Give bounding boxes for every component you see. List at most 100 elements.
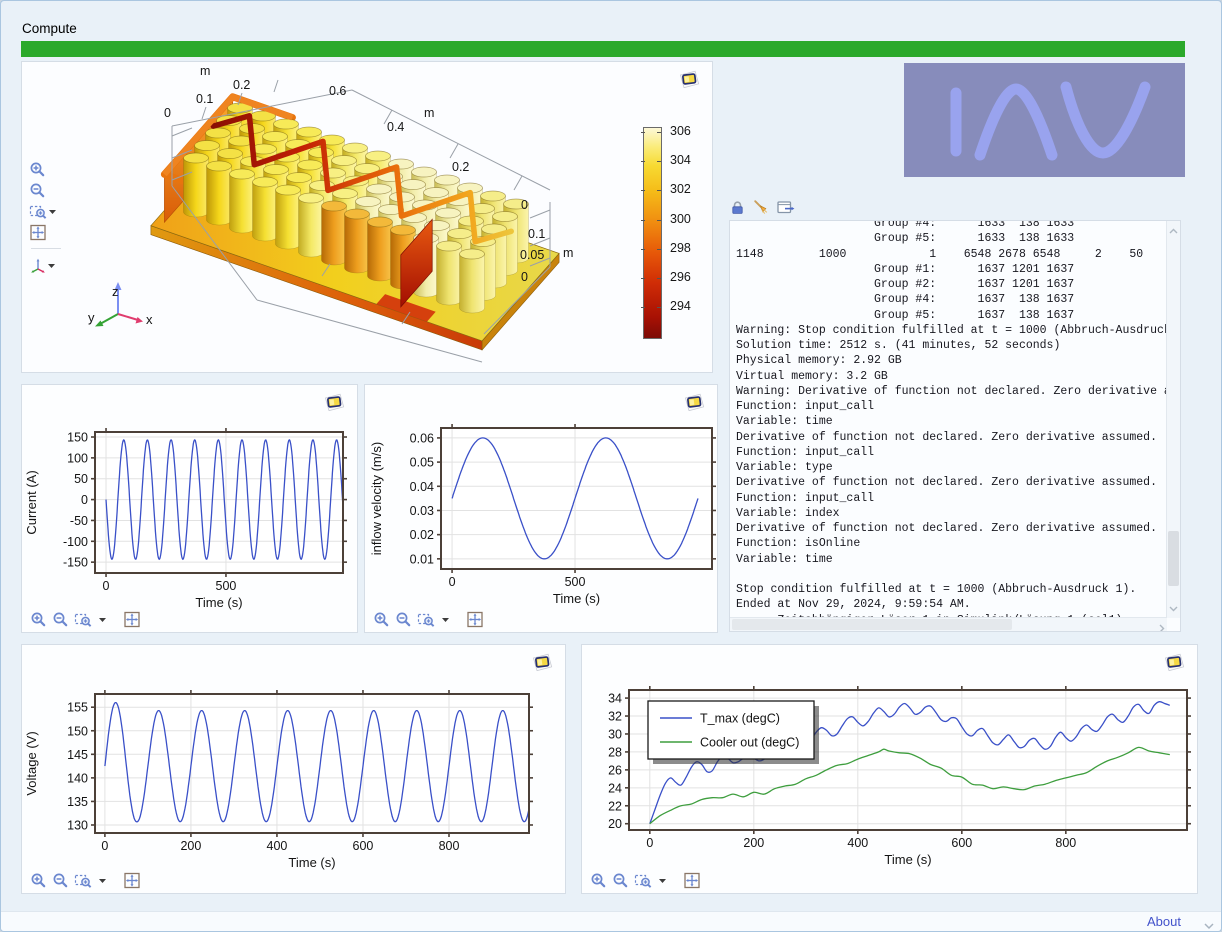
svg-text:500: 500 [565,575,586,589]
log-line: Solution time: 2512 s. (41 minutes, 52 s… [736,339,1061,352]
zoom-extents-icon[interactable] [123,611,141,628]
open-in-window-icon[interactable] [532,653,553,672]
chevron-down-icon[interactable] [1203,917,1215,931]
zoom-out-icon[interactable] [612,872,629,889]
zoom-box-dropdown-icon[interactable] [658,872,667,889]
log-line: Group #1: 1637 1201 1637 [736,262,1075,276]
series-line [104,701,529,823]
svg-text:200: 200 [743,836,764,850]
log-line: Physical memory: 2.92 GB [736,354,902,368]
voltage-plot-panel: 0 200 400 600 800 155 150 145 140 135 130 Time (s) V… [21,644,566,894]
x-axis-labels: 0 200 400 600 800 [646,836,1076,850]
svg-text:0: 0 [103,579,110,593]
svg-text:0: 0 [646,836,653,850]
log-horizontal-scrollbar[interactable] [730,617,1167,631]
open-log-window-icon[interactable] [777,200,795,215]
log-vertical-scrollbar[interactable] [1166,221,1180,618]
y-axis-title: inflow velocity (m/s) [369,442,384,555]
colorbar-tick-label: 294 [670,299,691,314]
log-line: Group #5: 1633 138 1633 [736,232,1075,246]
svg-text:0.02: 0.02 [410,528,434,542]
open-in-window-icon[interactable] [324,393,345,412]
axis-unit-label: m [563,246,574,260]
about-link[interactable]: About [1147,914,1181,929]
svg-text:800: 800 [1055,836,1076,850]
zoom-box-dropdown-icon[interactable] [441,611,450,628]
zoom-out-icon[interactable] [52,872,69,889]
svg-text:400: 400 [267,839,288,853]
view-orientation-icon[interactable] [29,257,47,274]
log-line: Variable: time [736,552,833,566]
svg-text:800: 800 [439,839,460,853]
x-axis-labels: 0 200 400 600 800 [101,839,459,853]
zoom-extents-icon[interactable] [683,872,701,889]
scroll-down-icon[interactable] [1169,599,1178,617]
zoom-box-dropdown-icon[interactable] [98,872,107,889]
zoom-extents-icon[interactable] [466,611,484,628]
axis-tick-label: 0.2 [452,160,470,174]
zoom-in-icon[interactable] [30,872,47,889]
zoom-box-dropdown-icon[interactable] [48,203,57,220]
zoom-extents-icon[interactable] [29,224,47,241]
scroll-up-icon[interactable] [1169,222,1178,240]
temperature-plot-panel: 0 200 400 600 800 34 32 30 28 26 24 22 20 Time (s) T_m… [581,644,1198,894]
zoom-out-icon[interactable] [29,182,46,199]
plot-zoom-toolbar [373,611,484,628]
zoom-box-icon[interactable] [74,611,93,628]
svg-text:0: 0 [101,839,108,853]
view-orientation-dropdown-icon[interactable] [47,257,56,274]
series-line [105,438,343,561]
colorbar-tick [657,190,661,192]
scrollbar-thumb[interactable] [732,619,1012,630]
y-axis-labels: 155 150 145 140 135 130 [67,701,88,833]
zoom-extents-icon[interactable] [123,872,141,889]
scrollbar-thumb[interactable] [1168,530,1179,587]
zoom-out-icon[interactable] [52,611,69,628]
axis-tick-label: 0.2 [233,78,251,92]
svg-text:135: 135 [67,795,88,809]
colorbar-tick [657,132,661,133]
colorbar-tick-label: 302 [670,182,691,197]
svg-text:50: 50 [74,472,88,486]
log-line [736,567,1166,582]
zoom-box-icon[interactable] [417,611,436,628]
broom-icon[interactable] [753,199,769,215]
zoom-box-icon[interactable] [29,203,48,220]
3d-view-toolbar [29,160,63,274]
zoom-in-icon[interactable] [590,872,607,889]
colorbar-tick [657,219,661,221]
axis-tick-label: 0.6 [329,84,347,98]
axis-unit-label: m [200,64,211,78]
colorbar-tick [657,248,661,250]
cooling-channel [210,113,514,245]
y-axis-labels: 0.06 0.05 0.04 0.03 0.02 0.01 [410,431,434,566]
log-line: Function: input_call [736,445,875,459]
zoom-box-icon[interactable] [634,872,653,889]
zoom-in-icon[interactable] [30,611,47,628]
zoom-out-icon[interactable] [395,611,412,628]
legend: T_max (degC) Cooler out (degC) [647,700,819,764]
open-in-window-icon[interactable] [684,393,705,412]
svg-text:0: 0 [81,493,88,507]
y-axis-title: Voltage (V) [24,731,39,795]
voltage-chart: 0 200 400 600 800 155 150 145 140 135 130 Time (s) V… [24,690,533,870]
log-line: Group #4: 1633 138 1633 [736,220,1075,230]
zoom-in-icon[interactable] [29,161,46,178]
open-in-window-icon[interactable] [1164,653,1185,672]
log-line: Group #4: 1637 138 1637 [736,293,1075,307]
colorbar-tick [657,307,661,309]
svg-text:22: 22 [608,799,622,813]
open-in-window-icon[interactable] [679,70,700,89]
zoom-in-icon[interactable] [373,611,390,628]
scroll-right-icon[interactable] [1158,620,1165,631]
zoom-box-dropdown-icon[interactable] [98,611,107,628]
svg-text:0.06: 0.06 [410,431,434,445]
zoom-box-icon[interactable] [74,872,93,889]
log-line: Derivative of function not declared. Zer… [736,430,1157,444]
y-axis-labels: 150 100 50 0 -50 -100 -150 [63,431,88,570]
lock-icon[interactable] [730,200,745,215]
x-axis-title: Time (s) [195,595,242,610]
colorbar-tick [641,219,645,221]
series-group [451,437,699,560]
